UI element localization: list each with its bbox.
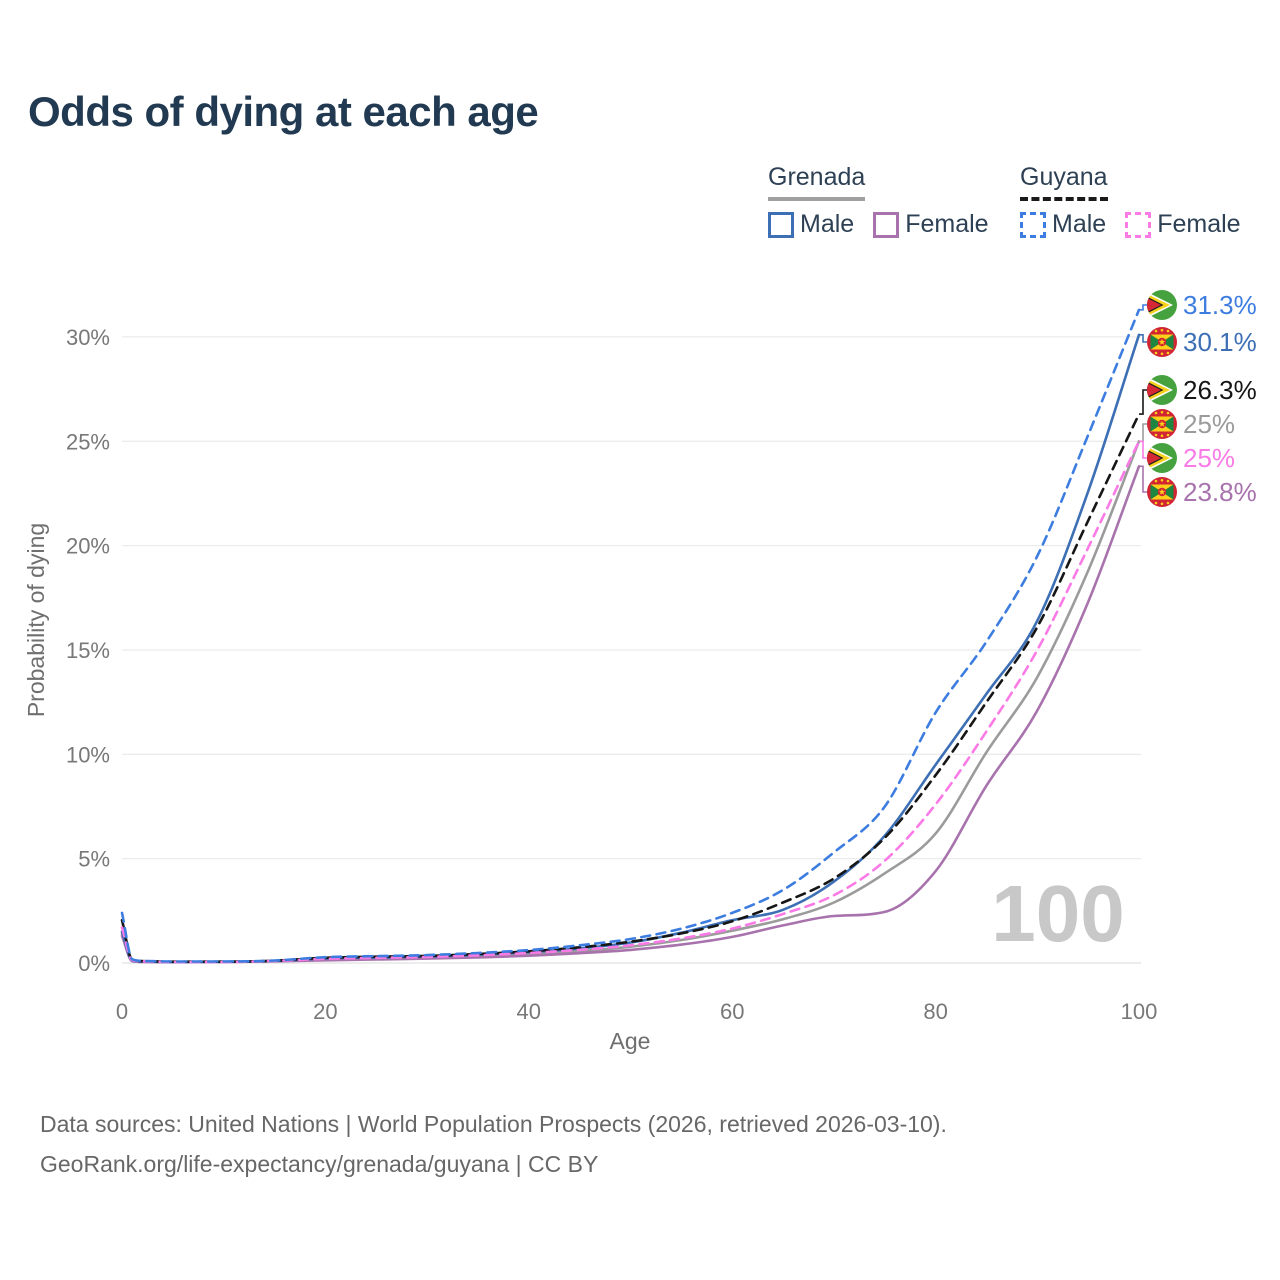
y-tick-label: 5% bbox=[78, 847, 110, 872]
end-label-value: 30.1% bbox=[1183, 327, 1257, 357]
series-lines bbox=[120, 308, 1141, 964]
x-tick-label: 40 bbox=[517, 999, 541, 1024]
end-label-value: 25% bbox=[1183, 443, 1235, 473]
legend-item-grenada-male[interactable]: Male bbox=[768, 210, 854, 239]
leader-line bbox=[1139, 334, 1147, 343]
grenada-flag-icon bbox=[1147, 327, 1177, 357]
legend-row-guyana: Male Female bbox=[1020, 210, 1241, 239]
legend-header-guyana[interactable]: Guyana bbox=[1020, 163, 1108, 201]
end-labels: 31.3% 30.1% 26.3% 25% 25% 23.8% bbox=[1147, 290, 1257, 507]
x-tick-label: 100 bbox=[1121, 999, 1158, 1024]
end-label-grenada-both: 25% bbox=[1147, 409, 1235, 439]
end-label-grenada-male: 30.1% bbox=[1147, 327, 1257, 357]
solid-line-swatch-icon bbox=[873, 211, 900, 238]
end-label-value: 23.8% bbox=[1183, 477, 1257, 507]
x-axis: 0 20 40 60 80 100 Age bbox=[116, 999, 1157, 1054]
data-source-note: Data sources: United Nations | World Pop… bbox=[40, 1104, 947, 1184]
end-label-value: 31.3% bbox=[1183, 290, 1257, 320]
y-tick-label: 0% bbox=[78, 951, 110, 976]
end-label-value: 25% bbox=[1183, 409, 1235, 439]
guyana-flag-icon bbox=[1147, 375, 1177, 405]
dashed-line-swatch-icon bbox=[1125, 211, 1152, 238]
series-line-guyana-female[interactable] bbox=[120, 440, 1141, 964]
end-label-guyana-female: 25% bbox=[1147, 443, 1235, 473]
x-tick-label: 20 bbox=[313, 999, 337, 1024]
y-tick-label: 10% bbox=[66, 742, 110, 767]
leader-line bbox=[1139, 440, 1147, 459]
leader-line bbox=[1139, 389, 1147, 415]
y-tick-label: 30% bbox=[66, 325, 110, 350]
page-title: Odds of dying at each age bbox=[28, 88, 539, 135]
solid-line-swatch-icon bbox=[768, 211, 794, 238]
leader-line bbox=[1139, 423, 1147, 443]
x-tick-label: 80 bbox=[923, 999, 947, 1024]
series-line-grenada-female[interactable] bbox=[120, 465, 1141, 964]
leader-line bbox=[1139, 304, 1147, 311]
label-connectors bbox=[1139, 304, 1147, 493]
x-tick-label: 60 bbox=[720, 999, 744, 1024]
series-line-guyana-male[interactable] bbox=[120, 308, 1141, 963]
legend-header-grenada[interactable]: Grenada bbox=[768, 163, 866, 201]
legend-item-label: Male bbox=[1052, 210, 1107, 238]
x-tick-label: 0 bbox=[116, 999, 128, 1024]
end-label-grenada-female: 23.8% bbox=[1147, 477, 1257, 507]
series-line-grenada-both[interactable] bbox=[120, 440, 1141, 964]
source-line-1: Data sources: United Nations | World Pop… bbox=[40, 1111, 947, 1137]
y-tick-label: 20% bbox=[66, 534, 110, 559]
legend-row-grenada: Male Female bbox=[768, 210, 989, 239]
legend-item-label: Female bbox=[905, 210, 989, 238]
legend-item-guyana-male[interactable]: Male bbox=[1020, 210, 1106, 239]
y-axis-title: Probability of dying bbox=[23, 523, 49, 717]
leader-line bbox=[1139, 465, 1147, 493]
age-watermark: 100 bbox=[991, 869, 1124, 958]
source-line-2: GeoRank.org/life-expectancy/grenada/guya… bbox=[40, 1151, 599, 1177]
legend-group-grenada: Grenada Male Female bbox=[768, 163, 989, 239]
grenada-flag-icon bbox=[1147, 409, 1177, 439]
dashed-line-swatch-icon bbox=[1020, 211, 1046, 238]
legend-item-guyana-female[interactable]: Female bbox=[1125, 210, 1241, 239]
end-label-guyana-male: 31.3% bbox=[1147, 290, 1257, 320]
grenada-flag-icon bbox=[1147, 477, 1177, 507]
end-label-value: 26.3% bbox=[1183, 375, 1257, 405]
y-tick-label: 15% bbox=[66, 638, 110, 663]
series-line-guyana-both[interactable] bbox=[120, 412, 1141, 963]
end-label-guyana-both: 26.3% bbox=[1147, 375, 1257, 405]
guyana-flag-icon bbox=[1147, 290, 1177, 320]
y-tick-label: 25% bbox=[66, 429, 110, 454]
x-axis-title: Age bbox=[610, 1028, 651, 1054]
legend-item-label: Male bbox=[800, 210, 855, 238]
y-axis: 0% 5% 10% 15% 20% 25% 30% Probability of… bbox=[23, 325, 110, 976]
legend-group-guyana: Guyana Male Female bbox=[1020, 163, 1241, 239]
guyana-flag-icon bbox=[1147, 443, 1177, 473]
gridlines bbox=[122, 336, 1141, 964]
legend-item-label: Female bbox=[1157, 210, 1241, 238]
series-line-grenada-male[interactable] bbox=[120, 333, 1141, 964]
legend-item-grenada-female[interactable]: Female bbox=[873, 210, 989, 239]
